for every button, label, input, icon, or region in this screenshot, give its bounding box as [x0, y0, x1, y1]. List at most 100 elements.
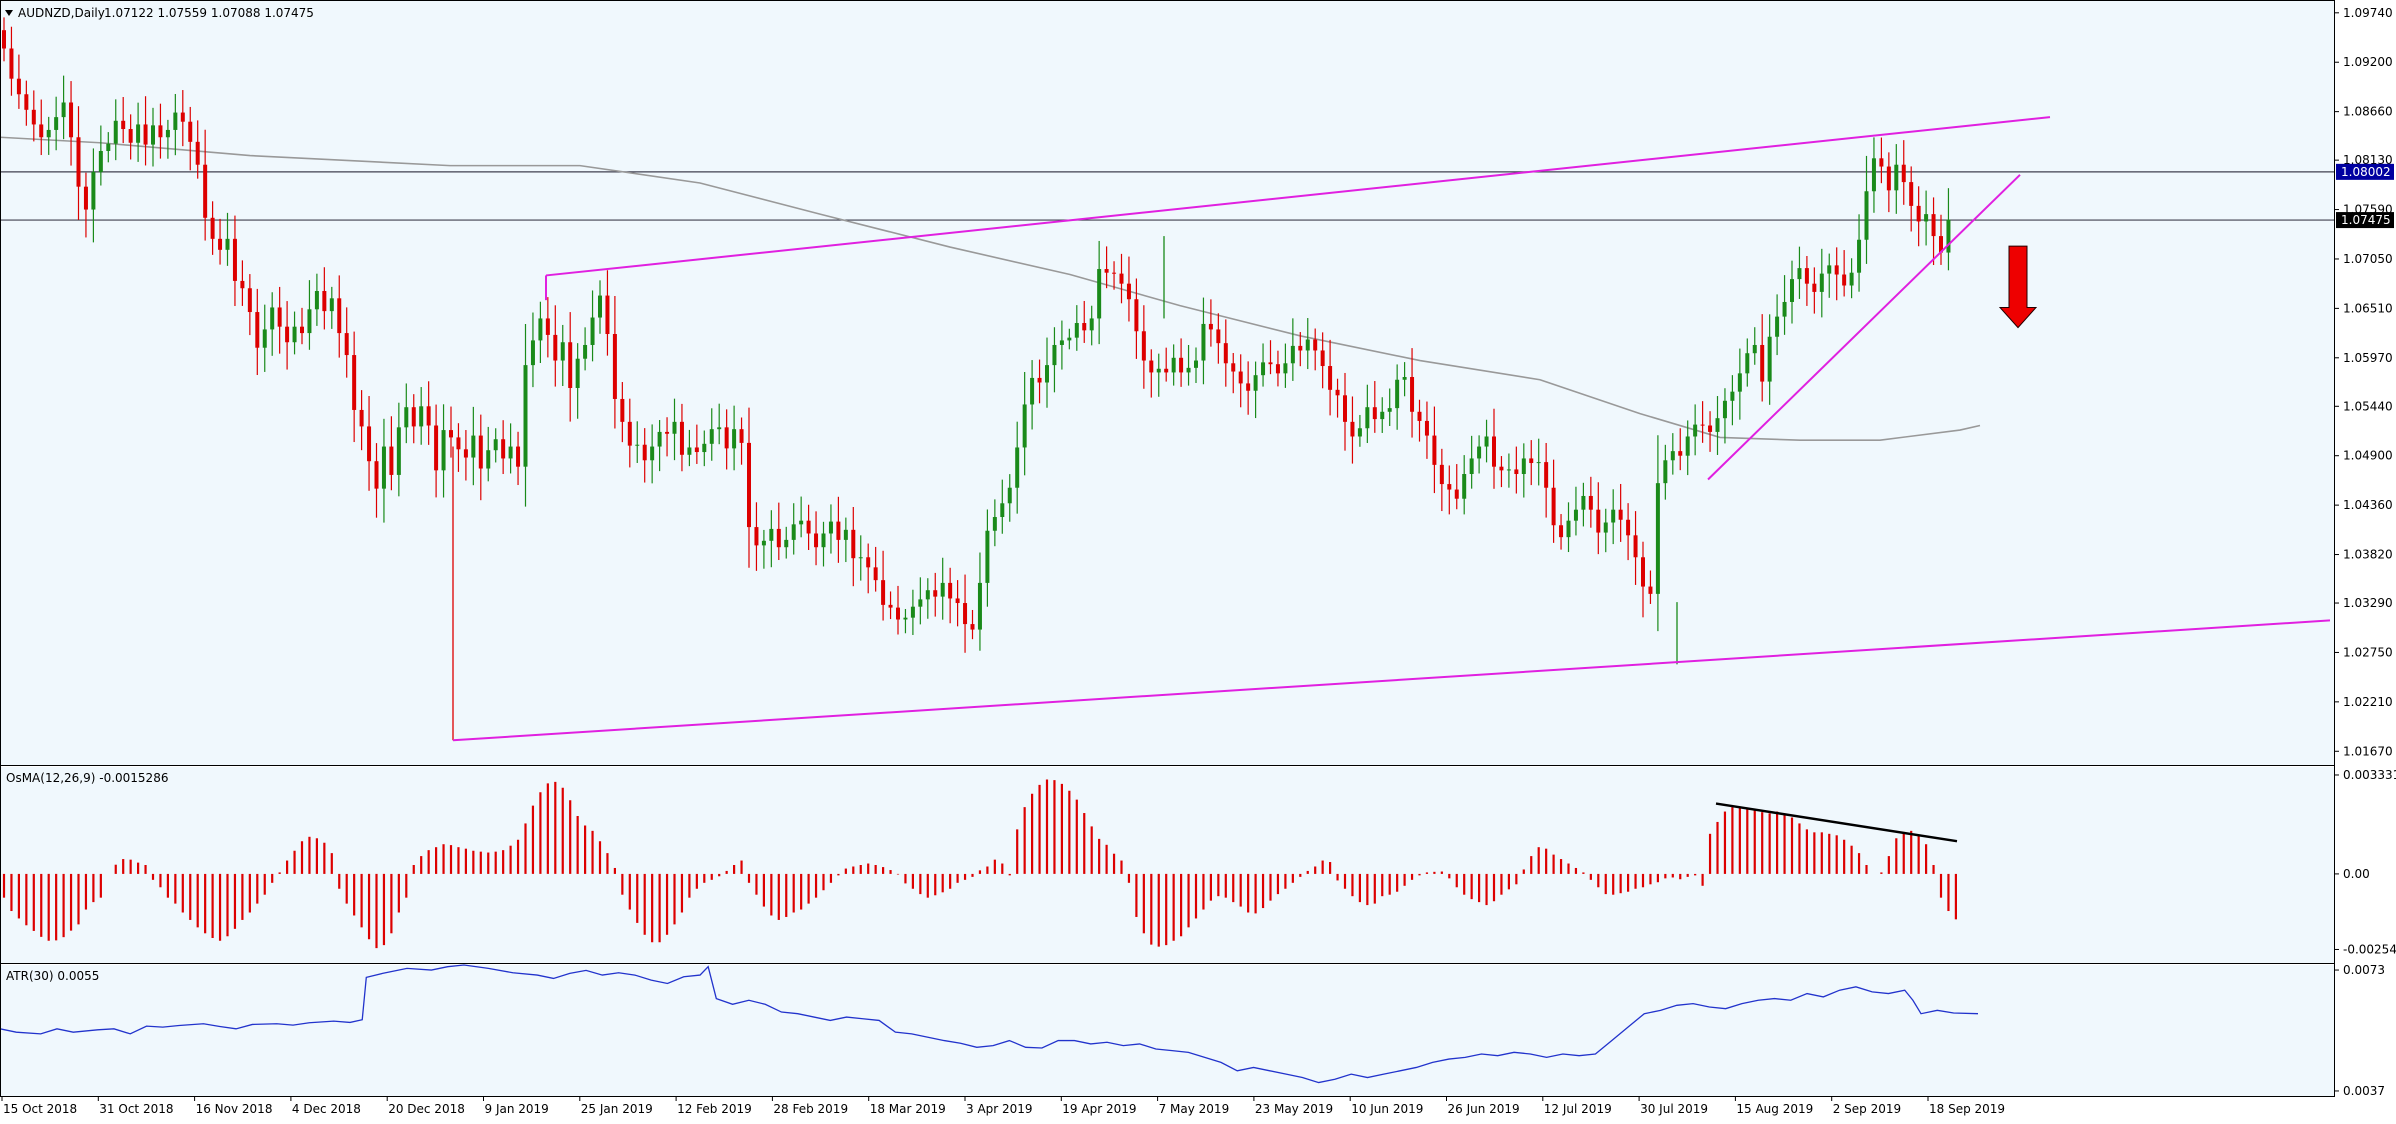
moving-average-line: [0, 136, 1981, 441]
candle-body: [1231, 363, 1236, 372]
candle-body: [1864, 191, 1869, 240]
candle-body: [9, 48, 14, 79]
candle-body: [210, 217, 215, 239]
y-tick-label: 1.08660: [2343, 105, 2393, 119]
candle-body: [195, 141, 200, 165]
candle-body: [1700, 424, 1705, 426]
osma-y-tick-label: -0.0025443: [2343, 942, 2396, 956]
price-pane[interactable]: [0, 0, 2334, 765]
candle-body: [612, 334, 617, 399]
candle-body: [262, 329, 267, 348]
candle-body: [247, 288, 252, 313]
candle-body: [948, 582, 953, 599]
candle-body: [836, 521, 841, 540]
candle-body: [1030, 377, 1035, 405]
candle-body: [1916, 205, 1921, 222]
candle-body: [292, 326, 297, 343]
x-tick-label: 2 Sep 2019: [1833, 1102, 1901, 1116]
candle-body: [1730, 391, 1735, 401]
candle-body: [486, 450, 491, 469]
x-tick-label: 4 Dec 2018: [292, 1102, 361, 1116]
candle-body: [389, 446, 394, 475]
candle-body: [970, 624, 975, 630]
chart-menu-triangle-icon[interactable]: [5, 10, 13, 16]
y-tick-label: 1.02210: [2343, 695, 2393, 709]
candle-body: [1015, 447, 1020, 488]
candle-body: [434, 425, 439, 471]
candle-body: [1134, 299, 1139, 332]
x-tick-label: 12 Jul 2019: [1544, 1102, 1612, 1116]
candle-body: [24, 94, 29, 110]
candle-body: [449, 430, 453, 438]
candle-body: [1767, 336, 1772, 382]
candle-body: [1268, 362, 1273, 365]
candle-body: [1573, 509, 1578, 521]
y-tick-label: 1.09200: [2343, 55, 2393, 69]
candle-body: [784, 539, 789, 548]
candle-body: [1417, 411, 1422, 421]
atr-pane-title: ATR(30) 0.0055: [6, 969, 99, 983]
candle-body: [2, 30, 6, 49]
candle-body: [1521, 458, 1526, 475]
candle-body: [568, 342, 573, 388]
candle-body: [128, 129, 133, 143]
candle-body: [1611, 509, 1616, 523]
atr-y-tick-label: 0.0037: [2343, 1084, 2385, 1098]
candle-body: [1112, 272, 1117, 274]
y-tick-label: 1.04360: [2343, 498, 2393, 512]
atr-pane[interactable]: [0, 965, 2334, 1096]
down-arrow-icon: [1998, 245, 2038, 329]
candle-body: [1663, 460, 1668, 484]
x-tick-label: 12 Feb 2019: [677, 1102, 752, 1116]
candle-body: [1596, 509, 1601, 533]
candle-body: [657, 431, 662, 447]
candle-body: [709, 429, 714, 444]
candle-body: [851, 529, 856, 559]
candle-body: [925, 590, 930, 600]
candle-body: [1328, 366, 1333, 390]
candle-body: [799, 520, 804, 525]
candle-body: [1648, 586, 1653, 594]
candle-body: [1447, 484, 1452, 490]
candle-body: [121, 120, 126, 130]
candle-body: [828, 521, 833, 534]
candle-body: [545, 318, 550, 335]
candle-body: [456, 437, 461, 450]
candle-body: [888, 604, 893, 608]
candle-body: [1708, 425, 1713, 432]
candle-body: [1216, 329, 1221, 344]
candle-body: [1745, 353, 1750, 374]
candle-body: [188, 121, 193, 142]
candle-body: [31, 109, 36, 125]
candle-body: [374, 461, 379, 489]
candle-body: [39, 124, 44, 138]
candle-body: [694, 447, 699, 453]
candle-body: [1603, 522, 1608, 533]
candle-body: [672, 421, 677, 434]
candle-body: [16, 78, 21, 95]
candle-body: [1722, 400, 1727, 419]
candle-body: [590, 317, 595, 345]
candle-body: [113, 120, 118, 144]
candle-body: [1775, 316, 1780, 337]
candle-body: [478, 435, 483, 469]
candle-body: [903, 617, 908, 620]
x-tick-label: 19 Apr 2019: [1062, 1102, 1136, 1116]
candle-body: [337, 298, 342, 334]
y-tick-label: 1.05970: [2343, 351, 2393, 365]
candle-body: [1149, 360, 1154, 373]
candle-body: [1365, 407, 1370, 429]
candle-body: [717, 427, 722, 430]
y-tick-label: 1.09740: [2343, 6, 2393, 20]
candle-body: [1283, 363, 1288, 374]
candle-body: [776, 528, 781, 548]
candle-body: [1529, 458, 1534, 464]
candle-body: [1052, 344, 1057, 366]
x-tick-label: 7 May 2019: [1159, 1102, 1230, 1116]
candle-body: [136, 124, 141, 143]
candle-body: [1395, 379, 1400, 409]
candle-body: [180, 112, 185, 122]
